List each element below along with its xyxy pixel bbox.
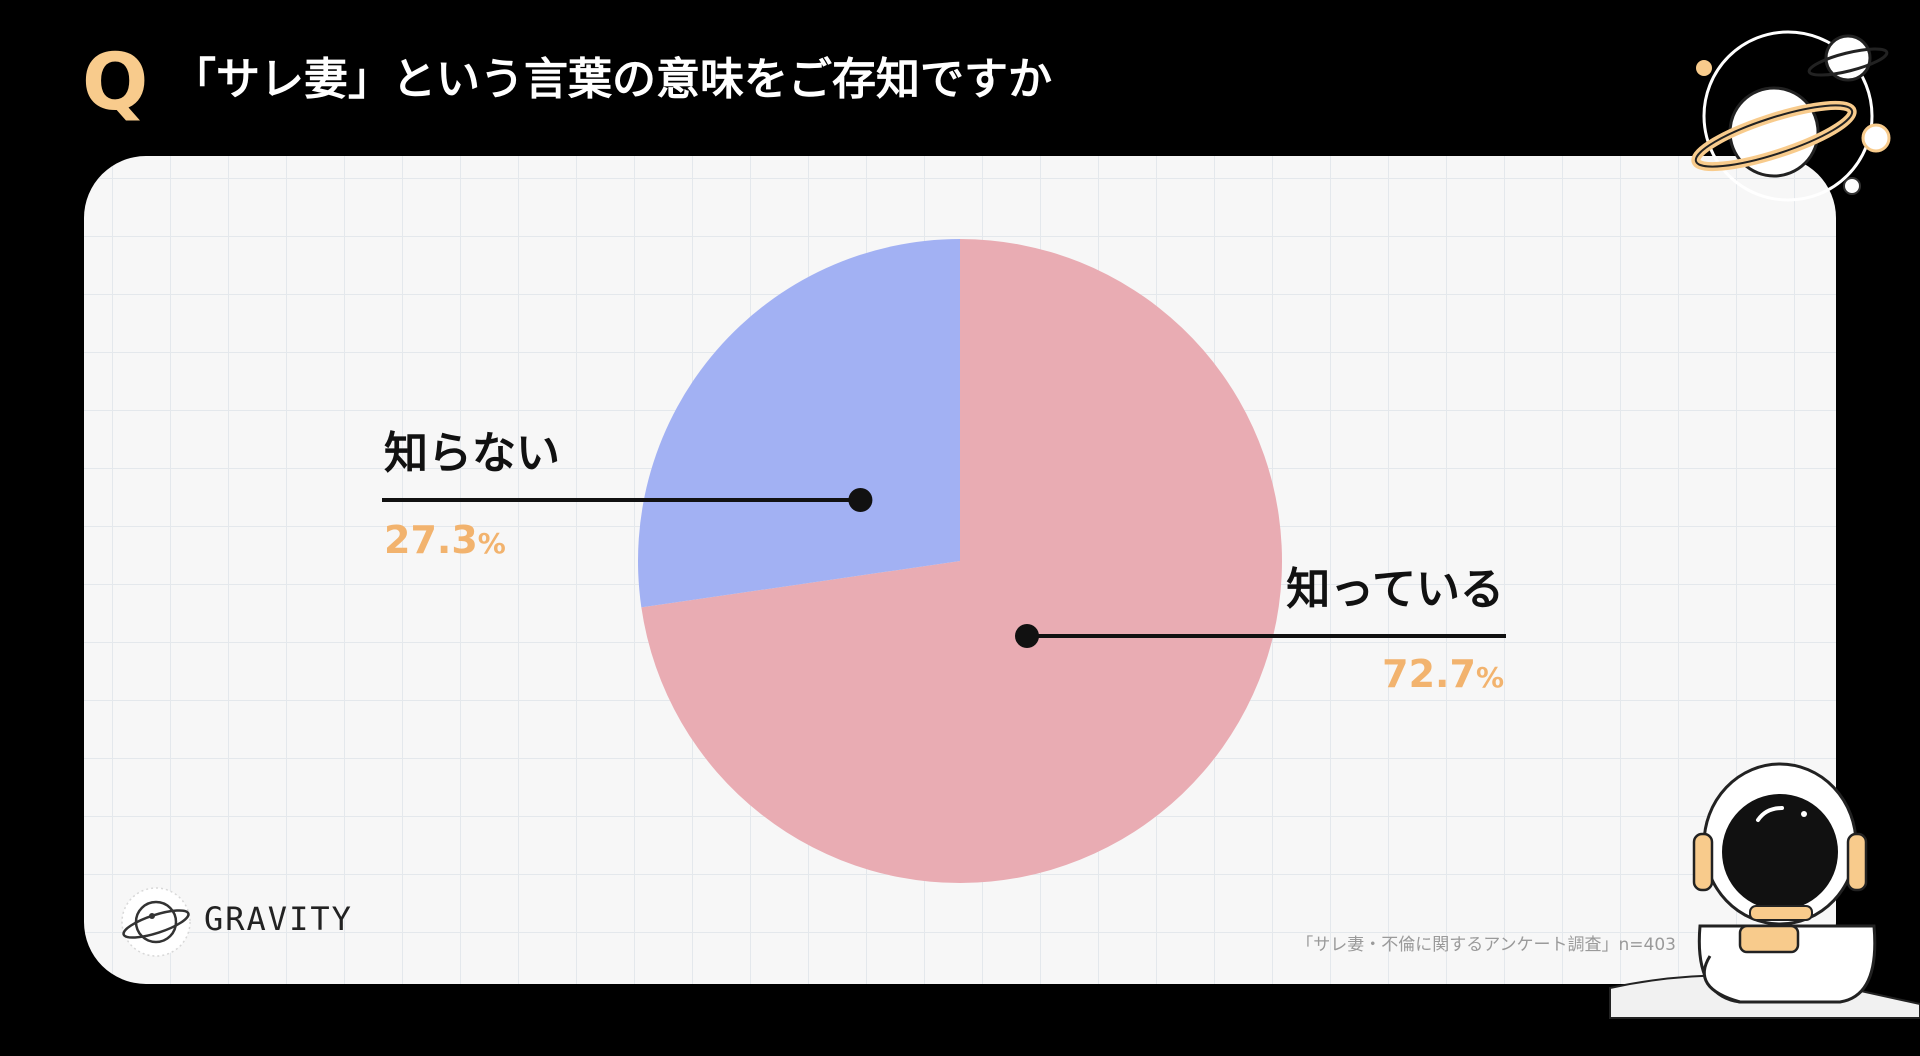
callout-dot-0 <box>1015 624 1039 648</box>
slice-value-known: 72.7% <box>1382 650 1504 702</box>
question-title: 「サレ妻」という言葉の意味をご存知ですか <box>172 54 1052 105</box>
slice-value-known-unit: % <box>1475 661 1504 694</box>
astronaut-illustration <box>1609 762 1920 1019</box>
slice-value-unknown-unit: % <box>477 527 506 560</box>
pie-slice-1 <box>638 239 960 608</box>
q-label: Q <box>82 38 149 128</box>
survey-source: 「サレ妻・不倫に関するアンケート調査」n=403 <box>1296 935 1676 955</box>
slice-label-unknown: 知らない <box>384 428 560 479</box>
pie-slice-0 <box>641 239 1282 883</box>
slice-value-unknown-number: 27.3 <box>384 518 478 562</box>
brand-name: GRAVITY <box>204 900 353 938</box>
pie-chart <box>382 239 1506 883</box>
slice-label-known: 知っている <box>1286 564 1504 615</box>
planet-icon <box>1691 30 1891 202</box>
slice-value-known-number: 72.7 <box>1382 652 1476 696</box>
callout-dot-1 <box>848 488 873 512</box>
slice-value-unknown: 27.3% <box>384 516 506 568</box>
gravity-logo-icon <box>121 887 191 957</box>
header: Q 「サレ妻」という言葉の意味をご存知ですか <box>0 0 1920 160</box>
chart-panel: 知らない 27.3% 知っている 72.7% GRAVITY 「サレ妻・不倫に関… <box>84 156 1836 984</box>
